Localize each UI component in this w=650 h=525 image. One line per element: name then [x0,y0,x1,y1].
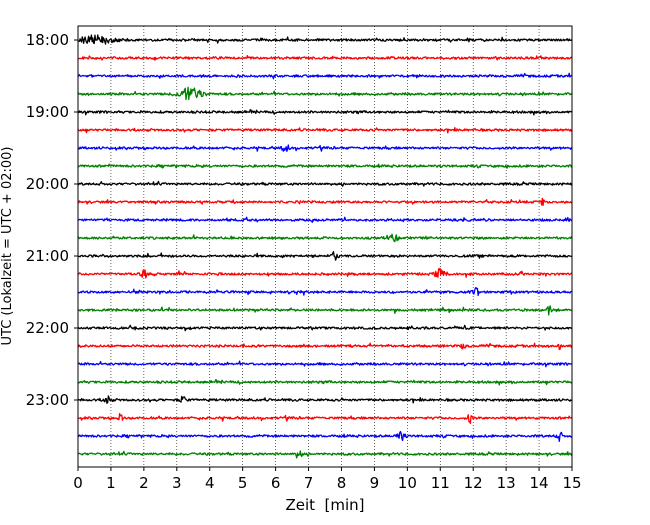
x-tick-label: 14 [530,474,549,492]
trace-line [77,342,573,351]
trace-line [77,163,573,169]
y-tick-label: 23:00 [26,391,69,409]
x-tick-label: 0 [73,474,83,492]
trace-line [77,360,573,368]
x-tick-label: 6 [271,474,281,492]
trace-line [77,267,573,279]
trace-line [77,216,573,223]
trace-line [77,233,573,243]
x-axis-label: Zeit [min] [285,496,364,514]
trace-line [77,430,573,442]
trace-line [77,72,573,80]
y-tick-label: 22:00 [26,319,69,337]
x-tick-label: 13 [497,474,516,492]
trace-line [77,379,573,386]
trace-line [77,450,573,459]
x-tick-label: 2 [139,474,149,492]
x-tick-label: 12 [464,474,483,492]
x-axis: 0 1 2 3 4 5 6 7 8 9 10 11 12 13 14 15 [73,467,582,492]
x-tick-label: 4 [205,474,215,492]
trace-line [77,55,573,61]
x-tick-label: 10 [398,474,417,492]
trace-line [77,127,573,134]
trace-line [77,251,573,261]
plot-frame [77,25,573,468]
trace-line [77,305,573,316]
y-tick-label: 21:00 [26,247,69,265]
x-tick-label: 7 [304,474,314,492]
trace-line [77,180,573,187]
trace-line [77,412,573,425]
trace-line [77,324,573,332]
x-tick-label: 1 [106,474,116,492]
x-tick-label: 5 [238,474,248,492]
trace-line [77,109,573,116]
trace-line [77,86,573,101]
y-axis: 18:00 19:00 20:00 21:00 22:00 23:00 [26,31,78,409]
y-tick-label: 19:00 [26,103,69,121]
trace-line [77,286,573,297]
trace-line [77,395,573,404]
trace-layer [77,34,573,459]
x-tick-label: 3 [172,474,182,492]
x-tick-label: 11 [431,474,450,492]
y-axis-label: UTC (Lokalzeit = UTC + 02:00) [0,147,15,346]
x-tick-label: 8 [337,474,347,492]
trace-line [77,34,573,45]
x-tick-label: 15 [562,474,581,492]
trace-line [77,197,573,207]
trace-line [77,144,573,152]
y-tick-label: 18:00 [26,31,69,49]
y-tick-label: 20:00 [26,175,69,193]
x-tick-label: 9 [370,474,380,492]
